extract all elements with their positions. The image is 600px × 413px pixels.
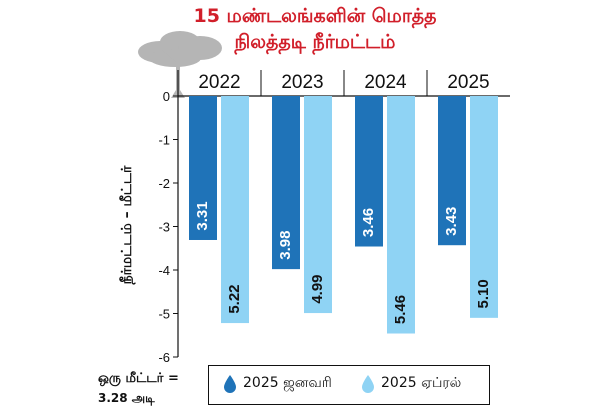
y-tick-label: -6 [158, 350, 170, 365]
bar-january [438, 96, 466, 246]
chart-title-line-2: நிலத்தடி நீர்மட்டம் [234, 31, 396, 53]
data-label: 4.99 [309, 274, 326, 303]
y-axis-label: நீர்மட்டம் – மீட்டர் [119, 165, 135, 285]
x-tick-label: 2023 [281, 72, 323, 93]
bar-april [470, 96, 498, 318]
x-tick-label: 2022 [198, 72, 240, 93]
water-drop-icon [362, 375, 374, 393]
legend-label-january: 2025 ஜனவரி [243, 375, 332, 391]
legend-item-april: 2025 ஏப்ரல் [361, 374, 461, 394]
water-drop-icon [224, 375, 236, 393]
bar-january [272, 96, 300, 270]
data-label: 3.46 [360, 208, 377, 237]
y-tick-label: -2 [158, 176, 170, 191]
data-label: 3.43 [443, 207, 460, 236]
chart-title-line-1: 15 மண்டலங்களின் மொத்த [193, 5, 437, 27]
data-label: 5.22 [226, 284, 243, 313]
x-tick-label: 2024 [364, 72, 407, 93]
bar-january [189, 96, 217, 240]
bar-january [355, 96, 383, 247]
y-tick-label: -3 [158, 220, 170, 235]
y-tick-label: -1 [158, 133, 170, 148]
legend: 2025 ஜனவரி 2025 ஏப்ரல் [208, 365, 490, 405]
y-tick-label: -4 [158, 263, 170, 278]
data-label: 3.31 [194, 201, 211, 230]
data-label: 5.10 [475, 279, 492, 308]
y-tick-label: -5 [158, 307, 170, 322]
bar-april [304, 96, 332, 314]
tree-icon [138, 31, 222, 98]
x-tick-label: 2025 [447, 72, 489, 93]
bar-april [221, 96, 249, 324]
unit-conversion-line-2: 3.28 அடி [98, 391, 155, 405]
y-tick-label: 0 [163, 89, 170, 104]
data-label: 3.98 [277, 231, 294, 260]
legend-item-january: 2025 ஜனவரி [223, 374, 332, 394]
unit-conversion-line-1: ஒரு மீட்டர் = [98, 371, 179, 386]
bar-april [387, 96, 415, 334]
data-label: 5.46 [392, 295, 409, 324]
legend-label-april: 2025 ஏப்ரல் [381, 375, 462, 391]
